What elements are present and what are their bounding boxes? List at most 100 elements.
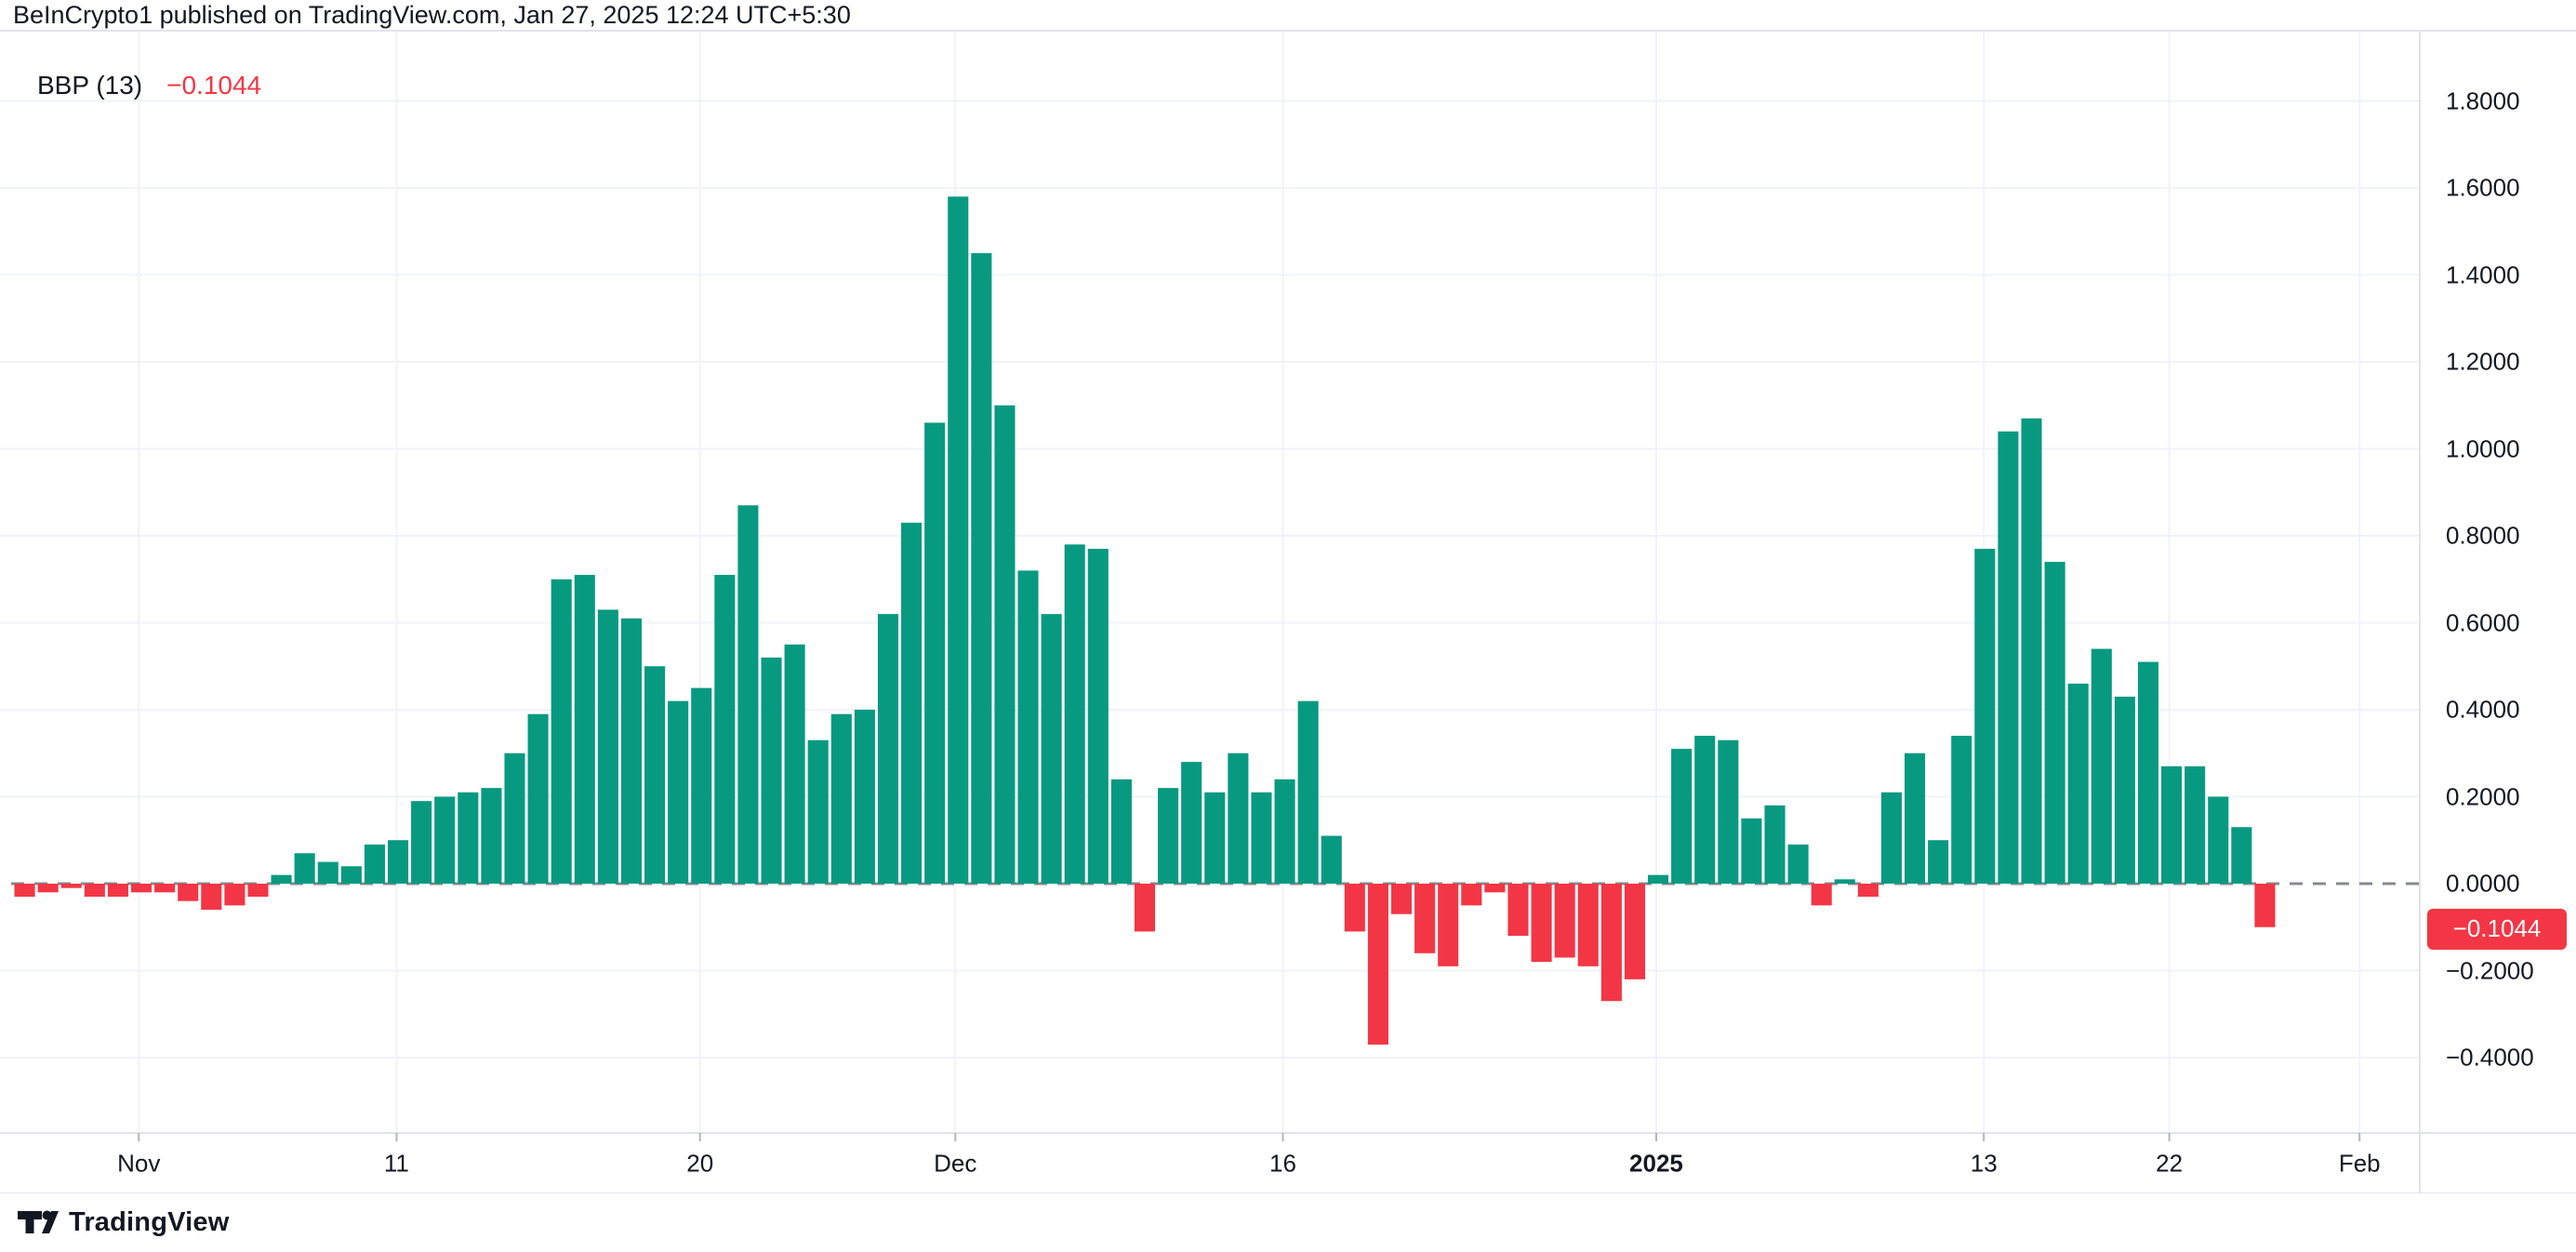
bbp-bar[interactable] bbox=[1367, 884, 1388, 1045]
bbp-bar[interactable] bbox=[1694, 736, 1716, 884]
bbp-bar[interactable] bbox=[411, 801, 432, 884]
bbp-bar[interactable] bbox=[1204, 792, 1226, 884]
bbp-bar[interactable] bbox=[1600, 884, 1622, 1002]
bbp-bar[interactable] bbox=[574, 575, 595, 884]
bbp-bar[interactable] bbox=[247, 884, 269, 898]
bbp-bar[interactable] bbox=[340, 866, 362, 884]
bbp-bar[interactable] bbox=[1297, 700, 1319, 884]
bbp-bar[interactable] bbox=[924, 422, 946, 884]
bbp-bar[interactable] bbox=[1857, 884, 1879, 898]
bbp-bar[interactable] bbox=[2208, 796, 2229, 885]
bbp-bar[interactable] bbox=[1905, 753, 1926, 884]
bbp-bar[interactable] bbox=[527, 713, 549, 884]
bbp-bar[interactable] bbox=[714, 575, 736, 884]
bbp-bar[interactable] bbox=[1181, 762, 1202, 884]
bbp-bar[interactable] bbox=[1624, 884, 1645, 979]
bbp-bar[interactable] bbox=[1461, 884, 1482, 906]
bbp-bar[interactable] bbox=[84, 884, 105, 898]
bbp-bar[interactable] bbox=[1344, 884, 1365, 932]
bbp-bar[interactable] bbox=[737, 505, 759, 884]
bbp-bar[interactable] bbox=[1251, 792, 1272, 884]
bbp-bar[interactable] bbox=[948, 196, 969, 885]
bbp-bar[interactable] bbox=[60, 884, 82, 888]
bbp-bar[interactable] bbox=[1321, 835, 1342, 884]
bbp-bar[interactable] bbox=[2114, 696, 2135, 884]
bbp-bar[interactable] bbox=[271, 874, 292, 884]
bbp-bar[interactable] bbox=[107, 884, 128, 898]
price-axis[interactable]: −0.1044 1.8000 1.6000 1.4000 1.2000 1.0000 0.… bbox=[2420, 31, 2576, 1193]
bbp-bar[interactable] bbox=[364, 844, 385, 884]
bbp-bar[interactable] bbox=[201, 884, 222, 911]
bbp-bar[interactable] bbox=[1880, 792, 1903, 884]
bbp-bar[interactable] bbox=[877, 614, 899, 884]
bbp-bar[interactable] bbox=[434, 796, 456, 885]
bbp-bar[interactable] bbox=[2231, 827, 2252, 884]
bbp-bar[interactable] bbox=[1741, 818, 1762, 884]
bbp-bar[interactable] bbox=[504, 753, 525, 884]
bbp-bar[interactable] bbox=[761, 657, 782, 884]
bbp-bar[interactable] bbox=[1041, 614, 1062, 884]
bbp-bar[interactable] bbox=[1438, 884, 1459, 966]
tradingview-logo[interactable]: TradingView bbox=[18, 1202, 241, 1243]
bbp-bar[interactable] bbox=[154, 884, 176, 893]
bbp-bar[interactable] bbox=[1554, 884, 1575, 958]
bbp-bar[interactable] bbox=[481, 788, 502, 884]
bbp-bar[interactable] bbox=[1134, 884, 1156, 932]
bbp-bar[interactable] bbox=[458, 792, 479, 884]
bbp-bar[interactable] bbox=[1274, 779, 1295, 884]
bbp-bar[interactable] bbox=[130, 884, 153, 893]
bbp-bar[interactable] bbox=[1531, 884, 1552, 963]
bbp-bar[interactable] bbox=[1834, 879, 1855, 884]
bbp-bar[interactable] bbox=[1718, 739, 1739, 884]
bbp-bar[interactable] bbox=[994, 405, 1016, 884]
bbp-bar[interactable] bbox=[1577, 884, 1599, 966]
bbp-bar[interactable] bbox=[2091, 648, 2112, 884]
bbp-bar[interactable] bbox=[691, 687, 712, 884]
bbp-bar[interactable] bbox=[2254, 884, 2276, 927]
bbp-bar[interactable] bbox=[644, 666, 666, 884]
bbp-bar[interactable] bbox=[620, 618, 643, 884]
bbp-bar[interactable] bbox=[854, 710, 875, 884]
bbp-bar[interactable] bbox=[1017, 570, 1039, 884]
bbp-bar[interactable] bbox=[1064, 544, 1085, 884]
bbp-bar[interactable] bbox=[2137, 661, 2159, 884]
bbp-bar[interactable] bbox=[1974, 549, 1996, 884]
bbp-bar[interactable] bbox=[178, 884, 199, 901]
bbp-bar[interactable] bbox=[971, 253, 992, 884]
bbp-bar[interactable] bbox=[1928, 840, 1949, 884]
bbp-bar[interactable] bbox=[37, 884, 59, 893]
bbp-bar[interactable] bbox=[1228, 753, 1249, 884]
bbp-bar[interactable] bbox=[1764, 805, 1786, 884]
bbp-bar[interactable] bbox=[1087, 549, 1109, 884]
bbp-bar[interactable] bbox=[1951, 736, 1972, 884]
bbp-bar[interactable] bbox=[830, 713, 852, 884]
bbp-bar[interactable] bbox=[597, 609, 618, 884]
bbp-bar[interactable] bbox=[1414, 884, 1436, 953]
bbp-bar[interactable] bbox=[387, 840, 409, 884]
bbp-bar[interactable] bbox=[1671, 749, 1693, 884]
indicator-title[interactable]: BBP (13) bbox=[37, 71, 143, 100]
bbp-bar[interactable] bbox=[1110, 779, 1132, 884]
bbp-bar[interactable] bbox=[1507, 884, 1529, 937]
bbp-bar[interactable] bbox=[1158, 788, 1179, 884]
bbp-bar[interactable] bbox=[1998, 431, 2019, 884]
bbp-bar[interactable] bbox=[2184, 766, 2206, 884]
bbp-bar[interactable] bbox=[1811, 884, 1832, 906]
bbp-bar[interactable] bbox=[784, 644, 805, 884]
time-axis[interactable]: Nov 11 20 Dec 16 2025 13 22 Feb bbox=[0, 1133, 2576, 1193]
bbp-bar[interactable] bbox=[1484, 884, 1506, 893]
bbp-bar[interactable] bbox=[1647, 874, 1669, 884]
bbp-bar[interactable] bbox=[807, 739, 829, 884]
bbp-bar[interactable] bbox=[2161, 766, 2183, 884]
bbp-bar[interactable] bbox=[14, 884, 35, 898]
bbp-bar[interactable] bbox=[2067, 683, 2089, 884]
bbp-bar[interactable] bbox=[2021, 418, 2042, 884]
bbp-bar[interactable] bbox=[294, 853, 315, 884]
bbp-bar[interactable] bbox=[1390, 884, 1413, 914]
bbp-bar[interactable] bbox=[668, 700, 689, 884]
bbp-bar[interactable] bbox=[224, 884, 246, 906]
bbp-bar[interactable] bbox=[551, 579, 572, 884]
bbp-bar[interactable] bbox=[1787, 844, 1809, 884]
bbp-bar[interactable] bbox=[2044, 562, 2065, 884]
